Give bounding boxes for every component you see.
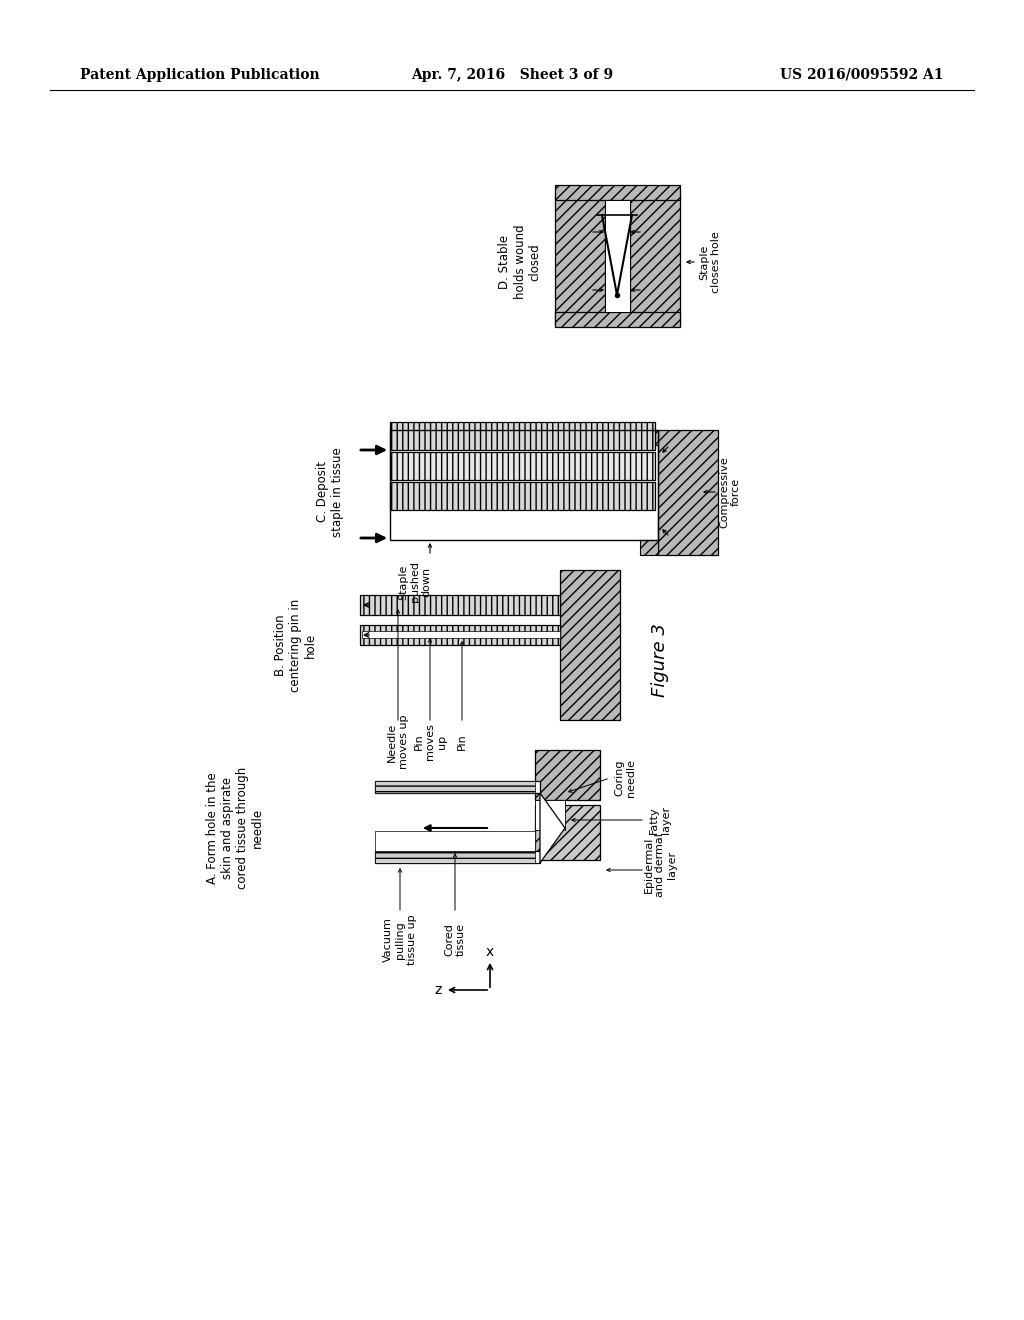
Text: Patent Application Publication: Patent Application Publication — [80, 69, 319, 82]
Polygon shape — [540, 793, 565, 863]
Text: A. Form hole in the
skin and aspirate
cored tissue through
needle: A. Form hole in the skin and aspirate co… — [206, 767, 264, 890]
Bar — [390, 430, 658, 540]
Text: D. Stable
holds wound
closed: D. Stable holds wound closed — [499, 224, 542, 300]
Bar — [390, 482, 655, 510]
Text: Needle
moves up: Needle moves up — [387, 714, 409, 770]
Text: B. Position
centering pin in
hole: B. Position centering pin in hole — [273, 598, 316, 692]
Bar — [640, 540, 658, 554]
Bar — [555, 195, 605, 325]
Text: Cored
tissue: Cored tissue — [444, 924, 466, 957]
Text: Staple
closes hole: Staple closes hole — [699, 231, 721, 293]
Bar — [560, 570, 620, 719]
Bar — [390, 422, 655, 450]
Text: Coring
needle: Coring needle — [614, 759, 636, 797]
Bar — [360, 624, 560, 645]
Bar — [362, 631, 560, 638]
Text: Vacuum
pulling
tissue up: Vacuum pulling tissue up — [383, 915, 417, 965]
Bar — [375, 851, 540, 863]
Bar — [390, 451, 655, 480]
Bar — [390, 482, 655, 510]
Text: US 2016/0095592 A1: US 2016/0095592 A1 — [780, 69, 944, 82]
Text: C. Deposit
staple in tissue: C. Deposit staple in tissue — [316, 447, 344, 537]
Bar — [375, 832, 535, 851]
Bar — [535, 805, 600, 861]
Text: Compressive
force: Compressive force — [719, 457, 740, 528]
Bar — [535, 750, 600, 800]
Text: Fatty
layer: Fatty layer — [649, 807, 671, 834]
Text: Pin: Pin — [457, 734, 467, 750]
Text: Pin
moves
up: Pin moves up — [414, 723, 446, 760]
Text: z: z — [434, 983, 441, 997]
Bar — [555, 312, 680, 327]
Bar — [375, 781, 535, 793]
Bar — [630, 195, 680, 325]
Text: Figure 3: Figure 3 — [651, 623, 669, 697]
Bar — [390, 422, 655, 450]
Text: Epidermal
and dermal
layer: Epidermal and dermal layer — [643, 833, 677, 896]
Bar — [375, 781, 540, 793]
Bar — [360, 595, 560, 615]
Bar — [555, 185, 680, 201]
Bar — [390, 451, 655, 480]
Bar — [640, 430, 658, 445]
Text: Apr. 7, 2016   Sheet 3 of 9: Apr. 7, 2016 Sheet 3 of 9 — [411, 69, 613, 82]
Bar — [360, 595, 560, 615]
Bar — [375, 851, 535, 863]
Text: x: x — [485, 945, 495, 960]
Bar — [605, 201, 630, 312]
Bar — [535, 800, 565, 830]
Bar — [658, 430, 718, 554]
Text: Staple
pushed
down: Staple pushed down — [398, 561, 431, 602]
Bar — [360, 624, 560, 645]
